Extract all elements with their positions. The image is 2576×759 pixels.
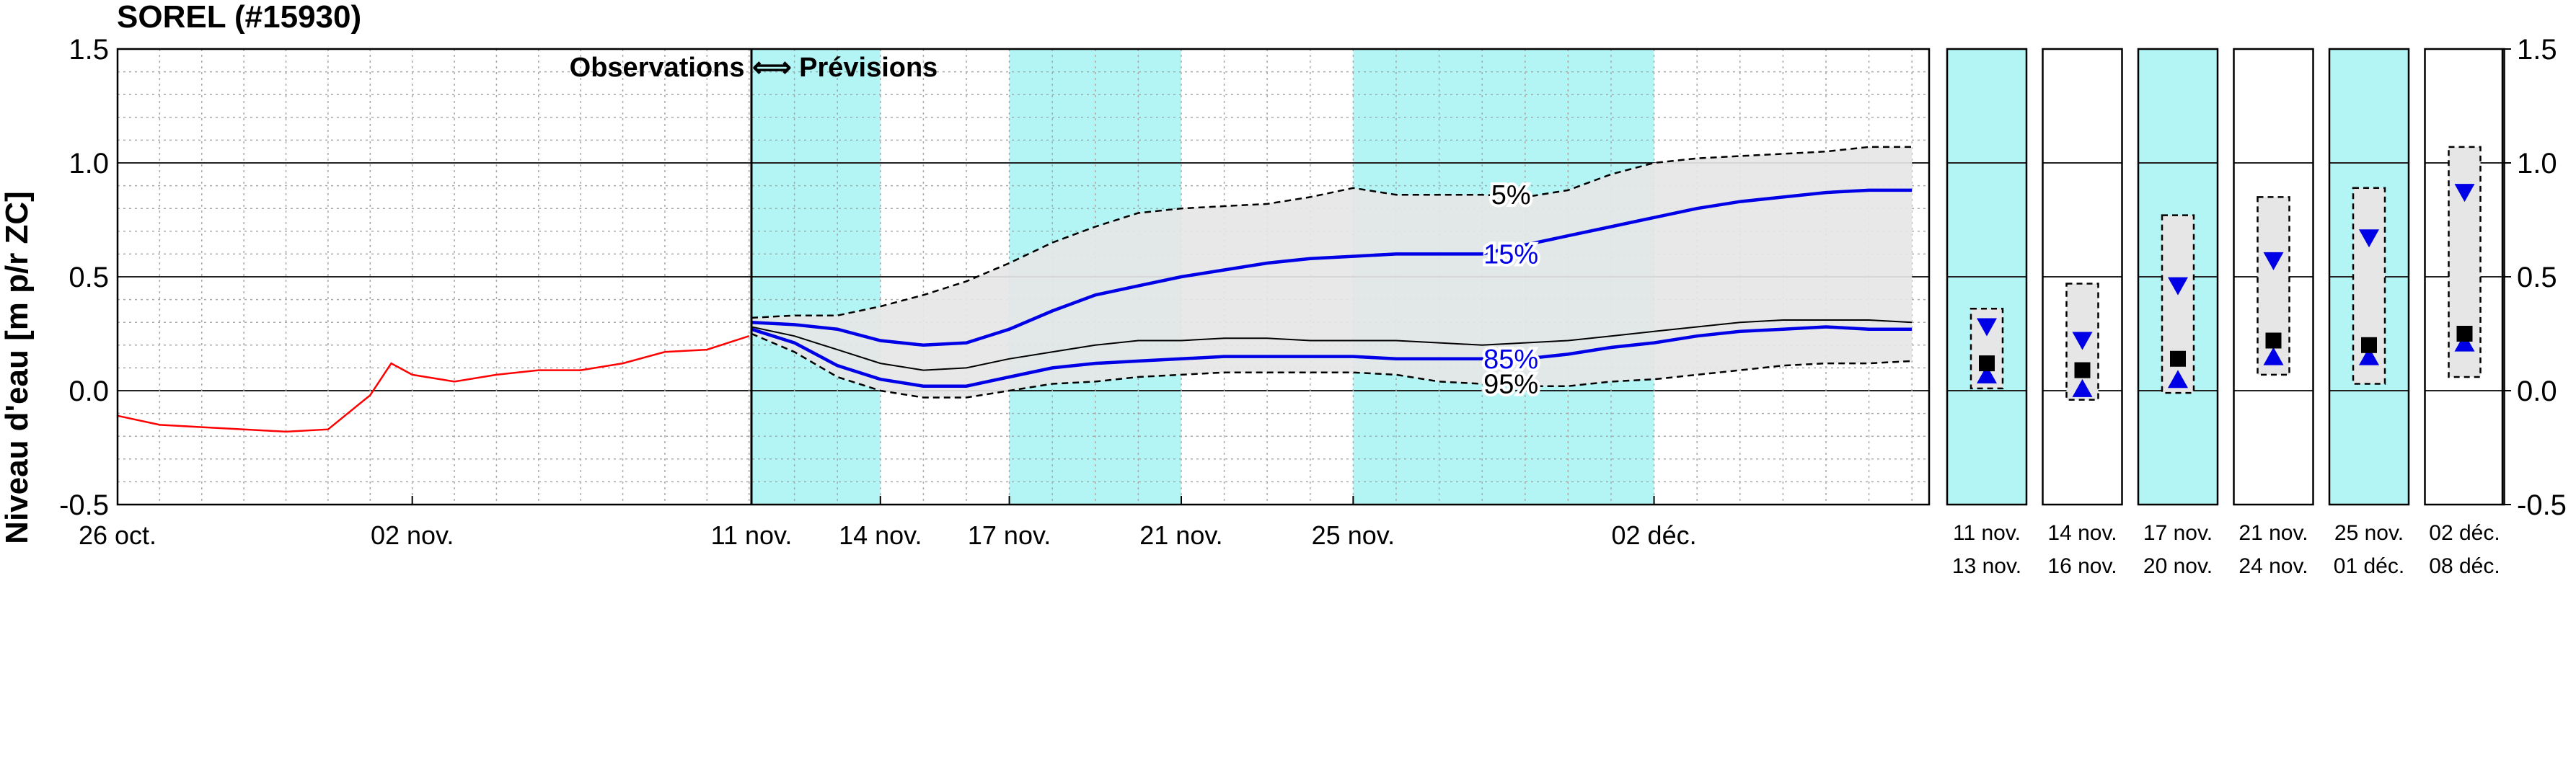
axes: -0.5 -0.5 0.0 0.0 0.5 0.5 1.0 1.0 1.5 1.5 26 oct. 0… [59, 34, 2567, 550]
triangle-down-marker [1977, 318, 1997, 337]
triangle-down-marker [2263, 252, 2284, 270]
median-square-marker [1979, 355, 1995, 372]
percentile-label-4: 95% [1483, 370, 1538, 400]
weekly-panel-start-label: 17 nov. [2143, 521, 2213, 545]
weekly-panel-end-label: 24 nov. [2238, 554, 2308, 578]
weekly-panel-start-label: 14 nov. [2047, 521, 2117, 545]
y-tick-label-left: -0.5 [59, 489, 109, 521]
triangle-down-marker [2072, 332, 2093, 350]
y-tick-label-left: 1.5 [69, 34, 109, 66]
x-tick-label: 02 déc. [1612, 520, 1697, 550]
main-plot-frame [116, 48, 1931, 506]
weekly-panel-end-label: 13 nov. [1952, 554, 2021, 578]
percentile-label-1: 5% [1491, 180, 1531, 210]
median-square-marker [2170, 350, 2186, 367]
weekly-panel-3: 17 nov. 20 nov. [2137, 48, 2219, 578]
x-tick-label: 26 oct. [79, 520, 156, 550]
weekly-panel-frame [2328, 48, 2410, 506]
series-5-percent-line [751, 146, 1913, 319]
median-square-marker [2265, 332, 2282, 349]
triangle-up-marker [2072, 378, 2093, 397]
weekly-panel-start-label: 21 nov. [2238, 521, 2308, 545]
weekly-panel-end-label: 20 nov. [2143, 554, 2213, 578]
triangle-up-marker [2263, 347, 2284, 365]
x-tick-label: 02 nov. [371, 520, 454, 550]
weekly-panel-1: 11 nov. 13 nov. [1946, 48, 2028, 578]
weekly-panel-frame [2137, 48, 2219, 506]
y-tick-label-left: 1.0 [69, 148, 109, 179]
y-tick-label-right: 1.5 [2517, 34, 2557, 66]
x-tick-label: 14 nov. [839, 520, 922, 550]
median-square-marker [2361, 337, 2377, 353]
weekly-panel-frame [2233, 48, 2314, 506]
triangle-down-marker [2359, 229, 2379, 248]
weekly-panel-frame [1946, 48, 2028, 506]
series-85-percent-line [751, 325, 1913, 388]
series-median-line [751, 319, 1913, 371]
median-square-marker [2074, 362, 2091, 378]
x-tick-label: 21 nov. [1139, 520, 1222, 550]
triangle-up-marker [2168, 370, 2188, 389]
y-axis-label: Niveau d'eau [m p/r ZC] [0, 191, 35, 544]
triangle-up-marker [2454, 333, 2475, 352]
triangle-down-marker [2454, 184, 2475, 203]
x-tick-label: 17 nov. [968, 520, 1051, 550]
forecast-band [751, 146, 1913, 398]
divider-label: Observations ⟺ Prévisions [570, 53, 938, 83]
weekly-panel-end-label: 16 nov. [2047, 554, 2117, 578]
median-square-marker [2456, 326, 2473, 342]
weekly-range-box [2257, 196, 2290, 376]
series-lines [117, 146, 1913, 433]
triangle-up-marker [2359, 347, 2379, 365]
series-95-percent-line [751, 332, 1913, 399]
labels: 5% 15% 85%95% [1481, 177, 1541, 402]
observed-line [117, 335, 750, 433]
x-tick-label: 11 nov. [711, 520, 793, 550]
weekly-panel-start-label: 11 nov. [1953, 521, 2021, 545]
y-tick-label-left: 0.0 [69, 376, 109, 407]
weekly-panel-5: 25 nov. 01 déc. [2328, 48, 2410, 578]
triangle-up-marker [1977, 365, 1997, 383]
forecast-band-area [751, 146, 1913, 398]
weekly-panel-start-label: 25 nov. [2334, 521, 2404, 545]
weekly-panel-6: 02 déc. 08 déc. [2424, 48, 2505, 578]
percentile-label-2: 15% [1483, 239, 1538, 270]
weekly-panel-frame [2042, 48, 2123, 506]
chart-title: SOREL (#15930) [117, 0, 361, 35]
y-tick-label-right: -0.5 [2517, 489, 2567, 521]
weekly-panels: 11 nov. 13 nov. 14 nov. 16 nov. 17 nov. 20 no… [1946, 48, 2505, 578]
series-15-percent-line [751, 188, 1913, 347]
weekly-panel-end-label: 08 déc. [2429, 554, 2500, 578]
percentile-label-3: 85% [1483, 345, 1538, 375]
weekly-panel-end-label: 01 déc. [2334, 554, 2404, 578]
weekly-panel-4: 21 nov. 24 nov. [2233, 48, 2314, 578]
y-tick-label-left: 0.5 [69, 262, 109, 293]
weekly-panel-start-label: 02 déc. [2429, 521, 2500, 545]
triangle-down-marker [2168, 277, 2188, 296]
y-tick-label-right: 1.0 [2517, 148, 2557, 179]
y-tick-label-right: 0.5 [2517, 262, 2557, 293]
x-tick-label: 25 nov. [1312, 520, 1395, 550]
weekly-panel-2: 14 nov. 16 nov. [2042, 48, 2123, 578]
y-tick-label-right: 0.0 [2517, 376, 2557, 407]
